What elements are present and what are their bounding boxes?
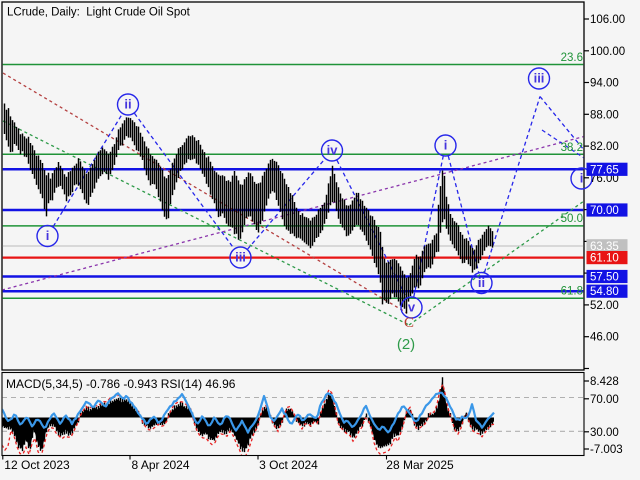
svg-text:61.8: 61.8	[561, 286, 583, 298]
svg-text:50.0: 50.0	[561, 213, 583, 225]
svg-text:C: C	[404, 315, 414, 331]
svg-text:ii: ii	[124, 97, 131, 112]
svg-text:8 Apr 2024: 8 Apr 2024	[131, 458, 189, 472]
svg-text:ii: ii	[478, 275, 485, 290]
svg-text:70.00: 70.00	[590, 394, 619, 406]
svg-text:106.00: 106.00	[590, 14, 625, 26]
svg-text:iii: iii	[534, 71, 545, 86]
svg-text:iv: iv	[327, 143, 339, 158]
svg-text:46.00: 46.00	[590, 332, 619, 344]
svg-text:i: i	[46, 228, 50, 243]
svg-text:i: i	[580, 171, 584, 186]
svg-text:30.00: 30.00	[590, 427, 619, 439]
svg-text:12 Oct 2023: 12 Oct 2023	[4, 458, 70, 472]
svg-text:52.00: 52.00	[590, 300, 619, 312]
svg-text:77.65: 77.65	[590, 164, 619, 176]
svg-text:8.428: 8.428	[590, 376, 619, 388]
svg-text:LCrude, Daily: Light Crude Oi: LCrude, Daily: Light Crude Oil Spot	[7, 7, 191, 19]
svg-text:54.80: 54.80	[590, 286, 619, 298]
svg-text:82.00: 82.00	[590, 141, 619, 153]
svg-text:i: i	[444, 138, 448, 153]
svg-text:-7.003: -7.003	[590, 444, 623, 456]
svg-text:3 Oct 2024: 3 Oct 2024	[259, 458, 318, 472]
svg-text:38.2: 38.2	[561, 142, 583, 154]
svg-text:100.00: 100.00	[590, 46, 625, 58]
svg-text:23.6: 23.6	[561, 52, 583, 64]
svg-text:(2): (2)	[397, 336, 415, 353]
svg-text:70.00: 70.00	[590, 205, 619, 217]
svg-text:88.00: 88.00	[590, 109, 619, 121]
svg-text:94.00: 94.00	[590, 78, 619, 90]
svg-text:28 Mar 2025: 28 Mar 2025	[386, 458, 454, 472]
svg-text:63.35: 63.35	[590, 241, 619, 253]
svg-text:v: v	[408, 300, 416, 315]
svg-text:iii: iii	[235, 250, 246, 265]
svg-text:MACD(5,34,5) -0.786 -0.943 RSI: MACD(5,34,5) -0.786 -0.943 RSI(14) 46.96	[6, 377, 236, 391]
svg-text:57.50: 57.50	[590, 272, 619, 284]
svg-text:61.10: 61.10	[590, 253, 619, 265]
